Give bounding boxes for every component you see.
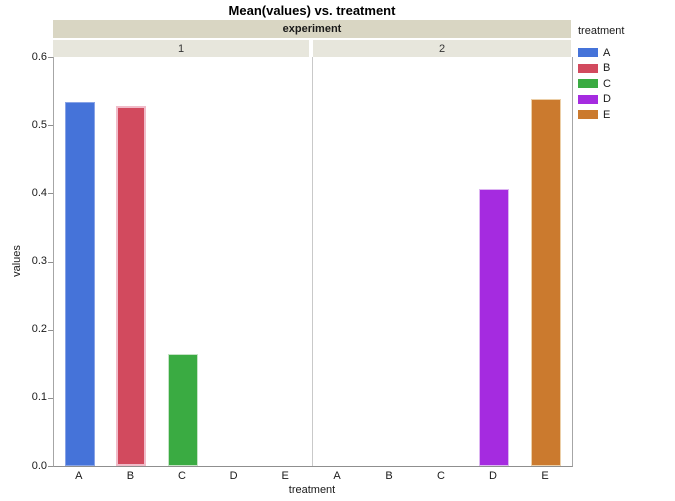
x-tick-label-panel1-C: C [178, 470, 186, 482]
legend-label-E: E [603, 108, 611, 121]
bar-panel1-C[interactable] [168, 353, 198, 466]
x-tick-label-panel1-A: A [75, 470, 83, 482]
x-tick-label-panel1-B: B [126, 470, 135, 482]
facet-header-label: experiment [282, 23, 342, 35]
facet-panel-label-2: 2 [313, 40, 571, 57]
legend-label-C: C [603, 77, 611, 90]
legend-entry-E[interactable]: E [578, 107, 673, 123]
x-tick-label-panel2-A: A [333, 470, 341, 482]
legend-swatch-E [578, 110, 598, 120]
chart-title: Mean(values) vs. treatment [228, 3, 396, 18]
legend-title: treatment [578, 25, 625, 37]
legend-entry-C[interactable]: C [578, 76, 673, 92]
y-tick-mark [48, 329, 53, 331]
legend-swatch-C [578, 79, 598, 89]
y-tick-mark [48, 193, 53, 195]
legend-swatch-A [578, 48, 598, 58]
x-tick-label-panel2-E: E [541, 470, 549, 482]
y-tick-mark [48, 261, 53, 263]
bar-panel1-A[interactable] [64, 102, 95, 466]
legend-label-D: D [603, 93, 611, 106]
bar-panel1-B[interactable] [116, 106, 147, 466]
legend-swatch-B [578, 63, 598, 73]
y-tick-label-0.3: 0.3 [31, 255, 47, 267]
legend-entry-D[interactable]: D [578, 92, 673, 108]
x-tick-label-panel1-E: E [281, 470, 289, 482]
facet-panel-label-1: 1 [53, 40, 309, 57]
y-tick-label-0.5: 0.5 [31, 118, 47, 131]
y-tick-mark [48, 57, 53, 58]
y-tick-label-0.6: 0.6 [31, 50, 47, 63]
panel-separator [312, 57, 313, 466]
x-tick-label-panel1-D: D [229, 470, 238, 482]
x-axis-title: treatment [288, 484, 336, 496]
x-tick-label-panel2-B: B [385, 470, 393, 482]
x-tick-label-panel2-D: D [489, 470, 497, 482]
plot-area [53, 57, 573, 467]
y-tick-label-0.2: 0.2 [31, 323, 47, 336]
legend-entry-A[interactable]: A [578, 45, 673, 61]
legend-label-A: A [603, 46, 611, 59]
y-tick-mark [48, 125, 53, 127]
x-tick-label-panel2-C: C [437, 470, 445, 482]
bar-panel2-D[interactable] [479, 189, 509, 466]
y-tick-label-0.0: 0.0 [31, 459, 47, 472]
legend-entry-B[interactable]: B [578, 61, 673, 77]
y-tick-mark [48, 397, 53, 399]
facet-header-band: experiment [53, 20, 571, 40]
y-tick-label-0.4: 0.4 [31, 186, 47, 199]
bar-panel2-E[interactable] [531, 99, 561, 466]
legend-swatch-D [578, 94, 598, 104]
y-tick-label-0.1: 0.1 [31, 391, 47, 404]
legend-label-B: B [603, 62, 611, 75]
y-tick-mark [48, 466, 53, 467]
